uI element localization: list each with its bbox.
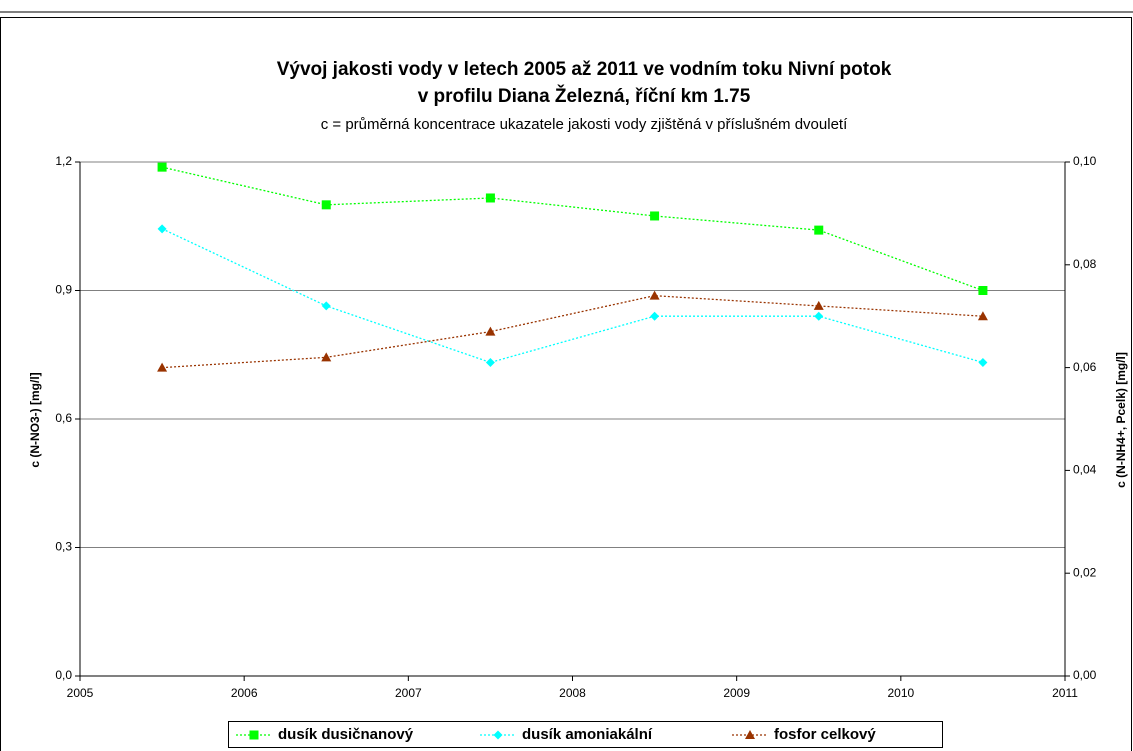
data-point — [814, 225, 824, 235]
data-point — [157, 224, 167, 234]
y-tick-label: 0,0 — [55, 668, 72, 682]
legend-marker — [249, 730, 259, 740]
x-tick-label: 2005 — [67, 686, 94, 700]
y2-axis-label: c (N-NH4+, Pcelk) [mg/l] — [1114, 352, 1128, 488]
series-line — [161, 228, 984, 364]
data-point — [321, 301, 331, 311]
y2-tick-label: 0,10 — [1073, 154, 1097, 168]
data-point — [485, 326, 496, 336]
data-point — [485, 193, 495, 203]
data-point — [650, 311, 660, 321]
chart-title-line2: v profilu Diana Železná, říční km 1.75 — [418, 85, 751, 107]
legend-marker — [745, 730, 755, 739]
y2-tick-label: 0,06 — [1073, 360, 1097, 374]
x-tick-label: 2006 — [231, 686, 258, 700]
series-line — [162, 294, 983, 369]
x-tick-label: 2008 — [559, 686, 586, 700]
x-tick-label: 2011 — [1052, 686, 1078, 700]
legend-label: dusík amoniakální — [522, 726, 653, 743]
y-tick-label: 1,2 — [55, 154, 72, 168]
chart-subtitle: c = průměrná koncentrace ukazatele jakos… — [321, 116, 848, 133]
legend-label: fosfor celkový — [774, 726, 876, 743]
data-point — [978, 357, 988, 367]
data-point — [157, 362, 168, 372]
frame — [0, 17, 1132, 751]
x-tick-label: 2009 — [723, 686, 750, 700]
legend-marker — [493, 730, 503, 740]
data-point — [321, 352, 332, 362]
y-tick-label: 0,3 — [55, 540, 72, 554]
x-tick-label: 2010 — [887, 686, 914, 700]
data-point — [977, 311, 988, 321]
legend-box — [228, 721, 943, 748]
data-point — [649, 290, 660, 300]
data-point — [814, 311, 824, 321]
y-tick-label: 0,9 — [55, 283, 72, 297]
series-line — [161, 166, 984, 292]
y2-tick-label: 0,08 — [1073, 257, 1097, 271]
data-point — [485, 357, 495, 367]
x-tick-label: 2007 — [395, 686, 422, 700]
y-tick-label: 0,6 — [55, 411, 72, 425]
data-point — [978, 286, 988, 295]
data-point — [813, 300, 824, 310]
data-point — [321, 200, 331, 210]
y2-tick-label: 0,00 — [1073, 668, 1097, 682]
data-point — [650, 211, 660, 221]
data-point — [157, 162, 167, 172]
y2-tick-label: 0,04 — [1073, 463, 1097, 477]
chart-title: Vývoj jakosti vody v letech 2005 až 2011… — [277, 59, 892, 80]
y-axis-label: c (N-NO3-) [mg/l] — [28, 372, 42, 467]
y2-tick-label: 0,02 — [1073, 565, 1097, 579]
legend-label: dusík dusičnanový — [278, 726, 414, 743]
